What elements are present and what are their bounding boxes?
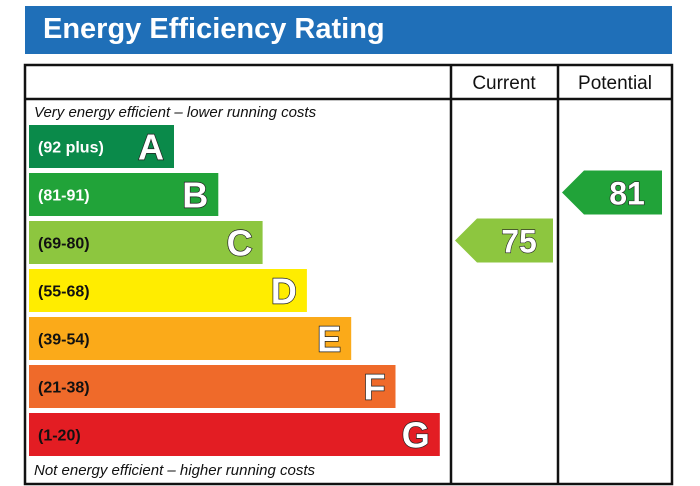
band-bar-d xyxy=(29,269,307,312)
band-range-d: (55-68) xyxy=(38,284,90,301)
band-range-c: (69-80) xyxy=(38,236,90,253)
current-rating-score: 75 xyxy=(501,224,537,260)
band-bar-a xyxy=(29,125,174,168)
band-bar-g xyxy=(29,413,440,456)
band-range-b: (81-91) xyxy=(38,188,90,205)
column-header-current: Current xyxy=(472,73,536,94)
title-bar: Energy Efficiency Rating xyxy=(25,6,672,54)
frame-outline xyxy=(23,63,674,486)
band-letter-a: A xyxy=(138,127,164,168)
rating-arrows: 75 81 xyxy=(455,170,662,263)
band-letter-g: G xyxy=(402,415,430,456)
band-letter-d: D xyxy=(271,271,297,312)
band-letter-b: B xyxy=(182,175,208,216)
band-range-e: (39-54) xyxy=(38,332,90,349)
band-bar-f xyxy=(29,365,396,408)
potential-rating-arrow xyxy=(562,170,662,215)
band-letter-c: C xyxy=(227,223,253,264)
band-range-f: (21-38) xyxy=(38,380,90,397)
band-letter-e: E xyxy=(317,319,341,360)
band-bar-b xyxy=(29,173,219,216)
rating-bands: (92 plus) A (81-91) B (69-80) C (55-68) D (39-54… xyxy=(29,125,440,456)
caption-bottom: Not energy efficient – higher running co… xyxy=(34,462,315,479)
potential-rating-score: 81 xyxy=(609,176,645,212)
page-title: Energy Efficiency Rating xyxy=(43,13,385,45)
chart-frame xyxy=(23,63,674,486)
band-bar-c xyxy=(29,221,263,264)
band-range-g: (1-20) xyxy=(38,428,81,445)
column-header-potential: Potential xyxy=(578,73,652,94)
current-rating-arrow xyxy=(455,218,553,263)
band-bar-e xyxy=(29,317,352,360)
band-letter-f: F xyxy=(364,367,386,408)
band-range-a: (92 plus) xyxy=(38,140,104,157)
caption-top: Very energy efficient – lower running co… xyxy=(34,104,317,121)
